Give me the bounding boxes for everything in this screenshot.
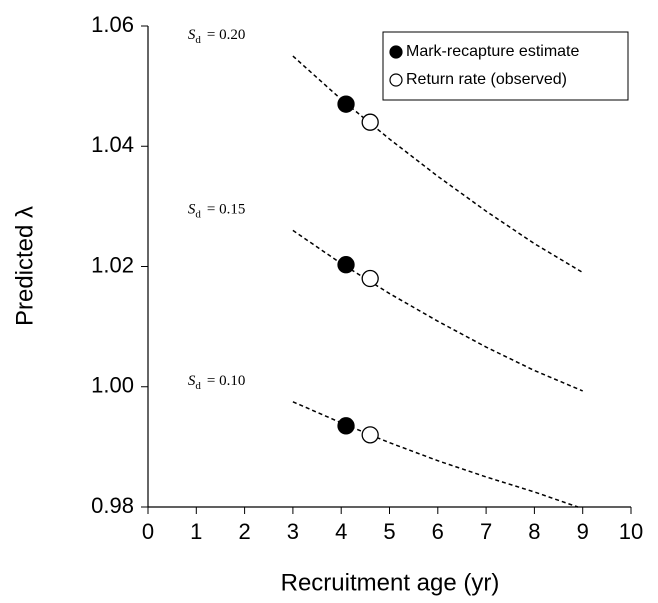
x-tick-label: 5 xyxy=(383,519,395,544)
curve xyxy=(292,401,579,508)
legend-marker xyxy=(389,73,403,87)
x-tick-label: 6 xyxy=(432,519,444,544)
curve-label: Sd = 0.20 xyxy=(188,28,245,46)
legend-box xyxy=(382,31,629,101)
curve-label: Sd = 0.10 xyxy=(188,373,245,391)
y-tick-label: 1.06 xyxy=(91,12,134,37)
point xyxy=(361,426,379,444)
x-tick-label: 4 xyxy=(335,519,347,544)
point xyxy=(337,256,355,274)
x-tick-label: 10 xyxy=(619,519,643,544)
y-tick-label: 0.98 xyxy=(91,493,134,518)
y-tick-label: 1.04 xyxy=(91,132,134,157)
y-tick-label: 1.00 xyxy=(91,373,134,398)
x-tick-label: 0 xyxy=(142,519,154,544)
label-text: = 0.20 xyxy=(207,28,245,44)
x-tick-label: 1 xyxy=(190,519,202,544)
label-text: = 0.10 xyxy=(207,373,245,389)
x-tick-label: 7 xyxy=(480,519,492,544)
curve xyxy=(292,229,583,392)
label-symbol: S xyxy=(188,28,196,44)
label-sub: d xyxy=(195,208,201,220)
x-tick-label: 3 xyxy=(287,519,299,544)
y-axis-label: Predicted λ xyxy=(11,206,38,326)
label-text: = 0.15 xyxy=(207,202,245,218)
point xyxy=(361,113,379,131)
label-sub: d xyxy=(195,379,201,391)
x-tick-label: 8 xyxy=(528,519,540,544)
point xyxy=(337,417,355,435)
point xyxy=(337,95,355,113)
legend-label: Return rate (observed) xyxy=(406,71,567,88)
y-tick-label: 1.02 xyxy=(91,252,134,277)
label-symbol: S xyxy=(188,202,196,218)
legend-marker xyxy=(389,45,403,59)
label-sub: d xyxy=(195,34,201,46)
label-symbol: S xyxy=(188,373,196,389)
point xyxy=(361,269,379,288)
x-tick-label: 9 xyxy=(577,519,589,544)
curve-label: Sd = 0.15 xyxy=(188,202,245,220)
x-tick-label: 2 xyxy=(238,519,250,544)
legend-label: Mark-recapture estimate xyxy=(406,43,579,60)
x-axis-label: Recruitment age (yr) xyxy=(281,569,500,596)
